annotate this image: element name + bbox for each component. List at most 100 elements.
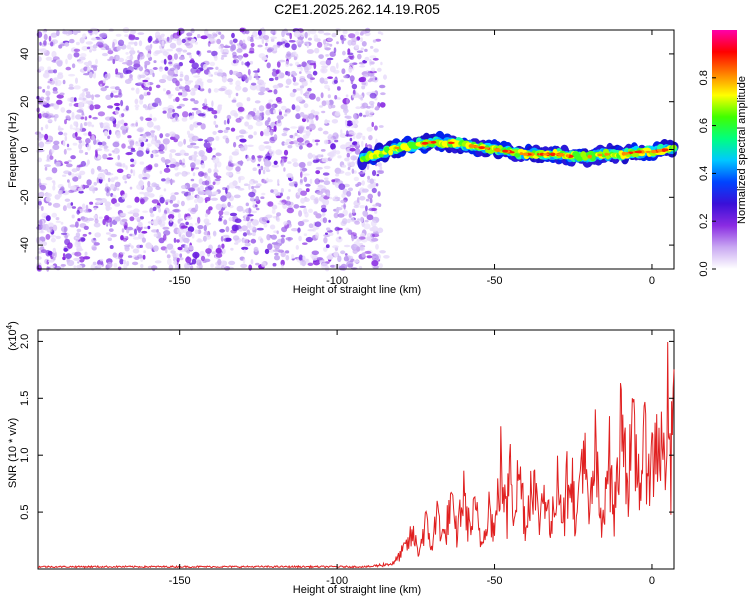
noise-speckle — [116, 131, 121, 139]
noise-speckle — [67, 97, 72, 102]
noise-speckle — [167, 107, 174, 114]
noise-speckle — [47, 80, 53, 84]
noise-speckle — [183, 138, 187, 145]
noise-speckle — [286, 207, 294, 214]
noise-speckle — [151, 182, 158, 188]
noise-speckle — [362, 210, 367, 216]
noise-speckle — [176, 172, 182, 175]
noise-speckle — [304, 66, 309, 73]
noise-speckle — [239, 129, 247, 135]
noise-speckle — [203, 224, 207, 232]
noise-speckle — [63, 148, 67, 155]
noise-speckle — [188, 80, 194, 83]
noise-speckle — [319, 77, 325, 84]
noise-speckle — [159, 150, 165, 154]
snr-scale-label: (x104) — [5, 321, 19, 351]
signal-peak — [661, 148, 667, 153]
noise-speckle — [235, 135, 239, 140]
signal-peak — [650, 149, 657, 154]
noise-speckle — [88, 71, 93, 79]
noise-speckle — [132, 169, 136, 177]
noise-speckle — [275, 96, 282, 103]
noise-speckle — [321, 110, 326, 114]
noise-speckle — [232, 59, 240, 64]
noise-speckle — [344, 253, 348, 256]
noise-speckle — [73, 52, 80, 58]
noise-speckle — [378, 263, 383, 269]
noise-speckle — [201, 155, 208, 162]
noise-speckle — [371, 121, 375, 128]
noise-speckle — [196, 265, 203, 269]
noise-speckle — [130, 149, 136, 153]
noise-speckle — [139, 191, 145, 195]
noise-speckle — [84, 152, 88, 155]
noise-speckle — [199, 88, 205, 92]
noise-speckle — [83, 225, 89, 230]
noise-speckle — [132, 236, 140, 240]
noise-speckle — [72, 176, 79, 182]
noise-speckle — [221, 76, 227, 83]
noise-speckle — [186, 52, 192, 56]
noise-speckle — [314, 178, 321, 185]
noise-speckle — [64, 135, 68, 142]
noise-speckle — [61, 226, 68, 233]
noise-speckle — [166, 254, 171, 259]
noise-speckle — [127, 135, 132, 139]
noise-speckle — [309, 93, 316, 100]
noise-speckle — [267, 243, 273, 250]
noise-speckle — [88, 131, 92, 137]
spectrogram-y-tick-label: -40 — [19, 237, 31, 253]
noise-speckle — [139, 179, 144, 186]
noise-speckle — [242, 74, 248, 81]
noise-speckle — [354, 44, 360, 49]
noise-speckle — [112, 58, 116, 65]
noise-speckle — [121, 113, 125, 118]
noise-speckle — [276, 61, 281, 68]
noise-speckle — [203, 258, 211, 263]
noise-speckle — [283, 142, 289, 146]
noise-speckle — [220, 195, 227, 202]
noise-speckle — [103, 130, 109, 137]
noise-speckle — [71, 168, 78, 173]
noise-speckle — [316, 154, 323, 158]
noise-speckle — [339, 133, 347, 139]
noise-speckle — [379, 102, 386, 108]
noise-speckle — [55, 217, 60, 221]
noise-speckle — [330, 143, 336, 150]
noise-speckle — [289, 32, 293, 40]
noise-speckle — [325, 100, 330, 106]
noise-speckle — [172, 109, 175, 113]
noise-speckle — [293, 56, 297, 61]
noise-speckle — [57, 189, 63, 195]
noise-speckle — [340, 129, 343, 135]
noise-speckle — [291, 158, 298, 163]
noise-speckle — [212, 147, 216, 151]
noise-speckle — [134, 98, 139, 105]
noise-speckle — [268, 99, 274, 103]
noise-speckle — [184, 74, 190, 82]
noise-speckle — [379, 84, 386, 89]
spectrogram-x-tick-label: -150 — [169, 275, 191, 287]
noise-speckle — [93, 104, 101, 110]
noise-speckle — [126, 205, 132, 209]
noise-speckle — [190, 87, 198, 92]
noise-speckle — [109, 116, 116, 122]
noise-speckle — [383, 254, 390, 259]
noise-speckle — [56, 29, 60, 37]
noise-speckle — [211, 251, 217, 255]
noise-speckle — [57, 127, 64, 131]
noise-speckle — [315, 142, 319, 146]
noise-speckle — [46, 85, 50, 90]
noise-speckle — [308, 113, 315, 120]
noise-speckle — [152, 206, 157, 212]
noise-speckle — [284, 42, 290, 48]
noise-speckle — [344, 112, 348, 116]
spectrogram-y-tick-label: -20 — [19, 189, 31, 205]
noise-speckle — [271, 204, 278, 210]
snr-x-tick-label: 0 — [649, 575, 655, 587]
noise-speckle — [164, 66, 169, 71]
noise-speckle — [252, 31, 258, 38]
noise-speckle — [67, 179, 70, 183]
noise-speckle — [365, 109, 369, 116]
noise-speckle — [190, 28, 195, 34]
